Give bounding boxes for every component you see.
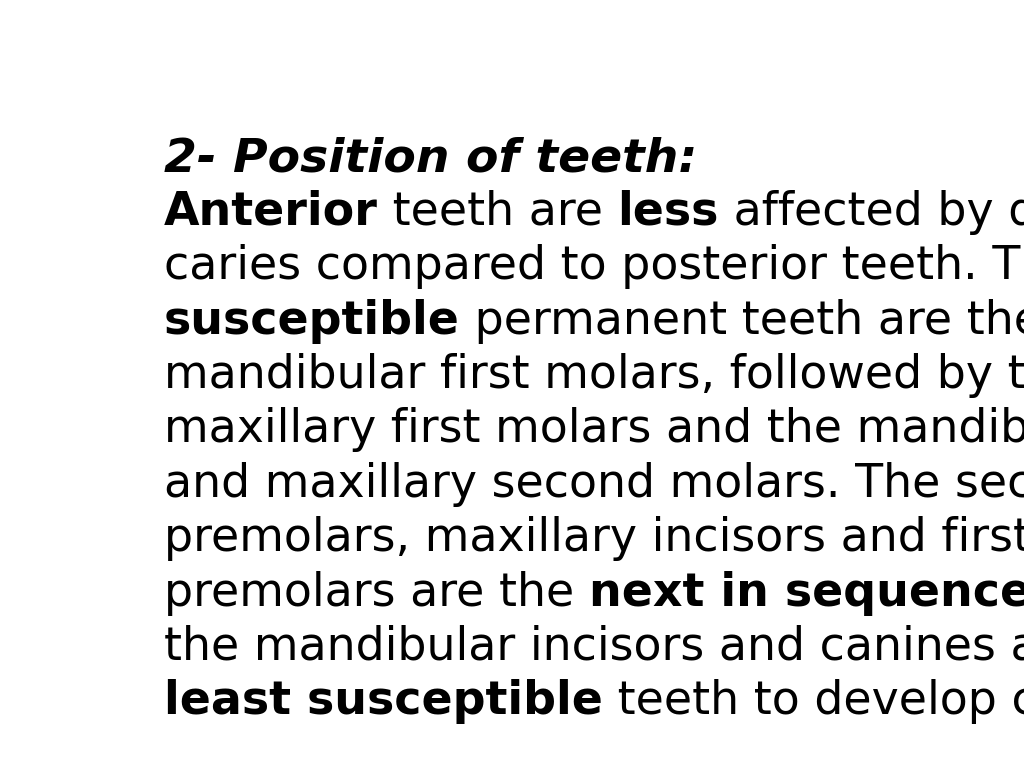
Text: 2- Position of teeth:: 2- Position of teeth: bbox=[164, 137, 697, 181]
Text: least susceptible: least susceptible bbox=[164, 680, 602, 724]
Text: and maxillary second molars. The second: and maxillary second molars. The second bbox=[164, 462, 1024, 507]
Text: premolars are the: premolars are the bbox=[164, 571, 589, 616]
Text: the mandibular incisors and canines are the: the mandibular incisors and canines are … bbox=[164, 625, 1024, 670]
Text: premolars, maxillary incisors and first: premolars, maxillary incisors and first bbox=[164, 516, 1024, 561]
Text: teeth are: teeth are bbox=[378, 190, 617, 235]
Text: less: less bbox=[617, 190, 719, 235]
Text: susceptible: susceptible bbox=[164, 299, 460, 343]
Text: mandibular first molars, followed by the: mandibular first molars, followed by the bbox=[164, 353, 1024, 398]
Text: Anterior: Anterior bbox=[164, 190, 378, 235]
Text: affected by dental: affected by dental bbox=[719, 190, 1024, 235]
Text: caries compared to posterior teeth. The: caries compared to posterior teeth. The bbox=[164, 244, 1024, 289]
Text: next in sequence: next in sequence bbox=[589, 571, 1024, 616]
Text: permanent teeth are the: permanent teeth are the bbox=[460, 299, 1024, 343]
Text: teeth to develop caries.: teeth to develop caries. bbox=[602, 680, 1024, 724]
Text: maxillary first molars and the mandibular: maxillary first molars and the mandibula… bbox=[164, 407, 1024, 452]
